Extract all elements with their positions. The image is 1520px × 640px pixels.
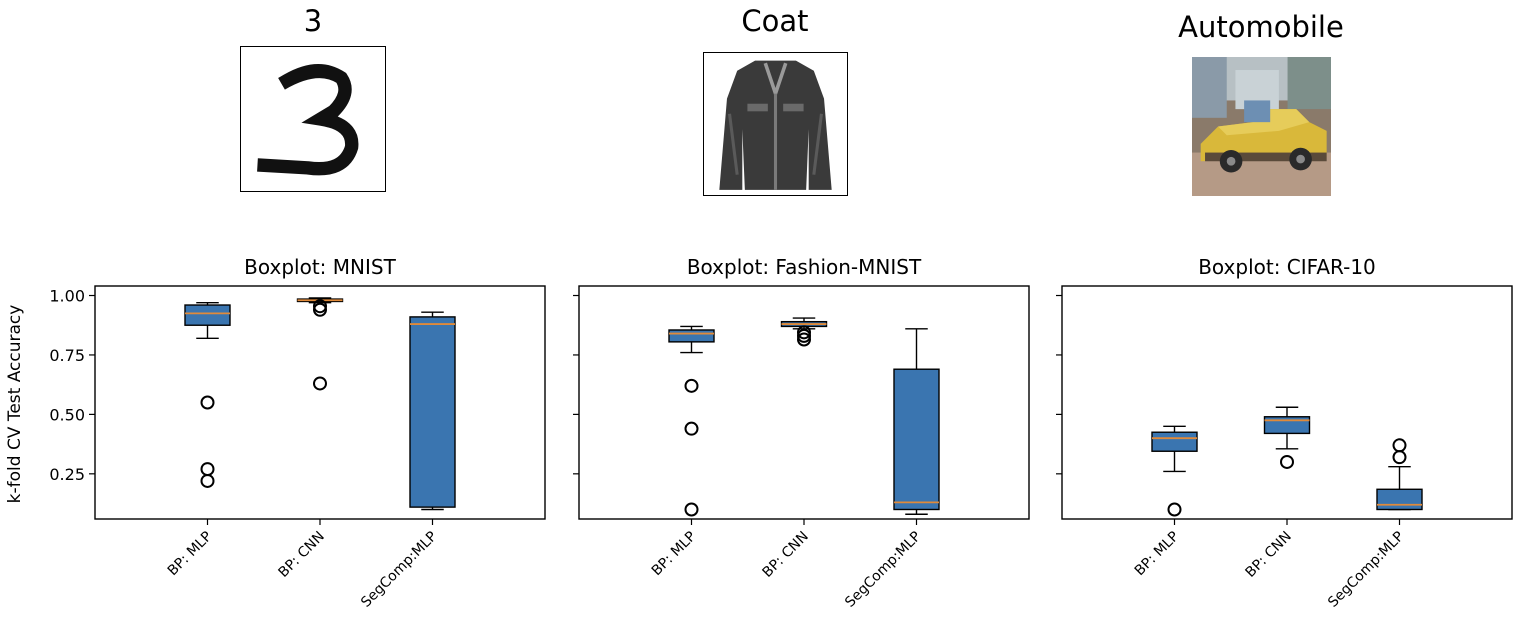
box-iqr [1376, 488, 1423, 511]
outlier-point [200, 473, 215, 488]
sample-title-fashion: Coat [741, 4, 809, 38]
outlier-point [200, 462, 215, 477]
x-tick-label: BP: MLP [649, 529, 700, 580]
outlier-point [313, 376, 327, 391]
x-tick-label: BP: CNN [276, 529, 328, 581]
shared-y-axis-label: k-fold CV Test Accuracy [5, 305, 25, 504]
cifar-automobile-image [1192, 57, 1331, 196]
x-tick-label: BP: MLP [1132, 529, 1183, 580]
sample-title-cifar: Automobile [1178, 10, 1344, 44]
outlier-point [1280, 454, 1294, 469]
box-iqr [184, 304, 231, 326]
box-iqr [1263, 416, 1311, 435]
y-tick-label: 0.50 [49, 405, 85, 424]
plot-frame [1061, 285, 1513, 520]
box-iqr [1151, 431, 1198, 452]
plot-title: Boxplot: CIFAR-10 [1198, 255, 1376, 279]
y-tick-label: 1.00 [49, 287, 85, 306]
y-tick-label: 0.25 [49, 465, 85, 484]
mnist-digit-image [240, 46, 386, 192]
x-tick-label: SegComp:MLP [842, 529, 924, 611]
x-tick-label: SegComp:MLP [1325, 529, 1407, 611]
outlier-point [684, 502, 699, 517]
x-tick-label: SegComp:MLP [358, 529, 440, 611]
box-iqr [668, 329, 715, 343]
outlier-point [1392, 438, 1407, 453]
outlier-point [1392, 450, 1407, 465]
plot-frame [578, 285, 1030, 520]
fashion-coat-image [703, 52, 848, 196]
y-tick-label: 0.75 [49, 346, 85, 365]
plot-frame [94, 285, 546, 520]
outlier-point [797, 332, 811, 347]
plot-title: Boxplot: Fashion-MNIST [687, 255, 922, 279]
outlier-point [684, 421, 699, 436]
outlier-point [200, 395, 215, 410]
outlier-point [684, 378, 699, 393]
box-iqr [893, 368, 940, 511]
sample-title-mnist: 3 [303, 4, 323, 38]
box-iqr [409, 316, 456, 508]
x-tick-label: BP: CNN [760, 529, 812, 581]
plot-title: Boxplot: MNIST [244, 255, 396, 279]
x-tick-label: BP: CNN [1243, 529, 1295, 581]
x-tick-label: BP: MLP [165, 529, 216, 580]
outlier-point [1167, 502, 1182, 517]
outlier-point [313, 302, 327, 317]
